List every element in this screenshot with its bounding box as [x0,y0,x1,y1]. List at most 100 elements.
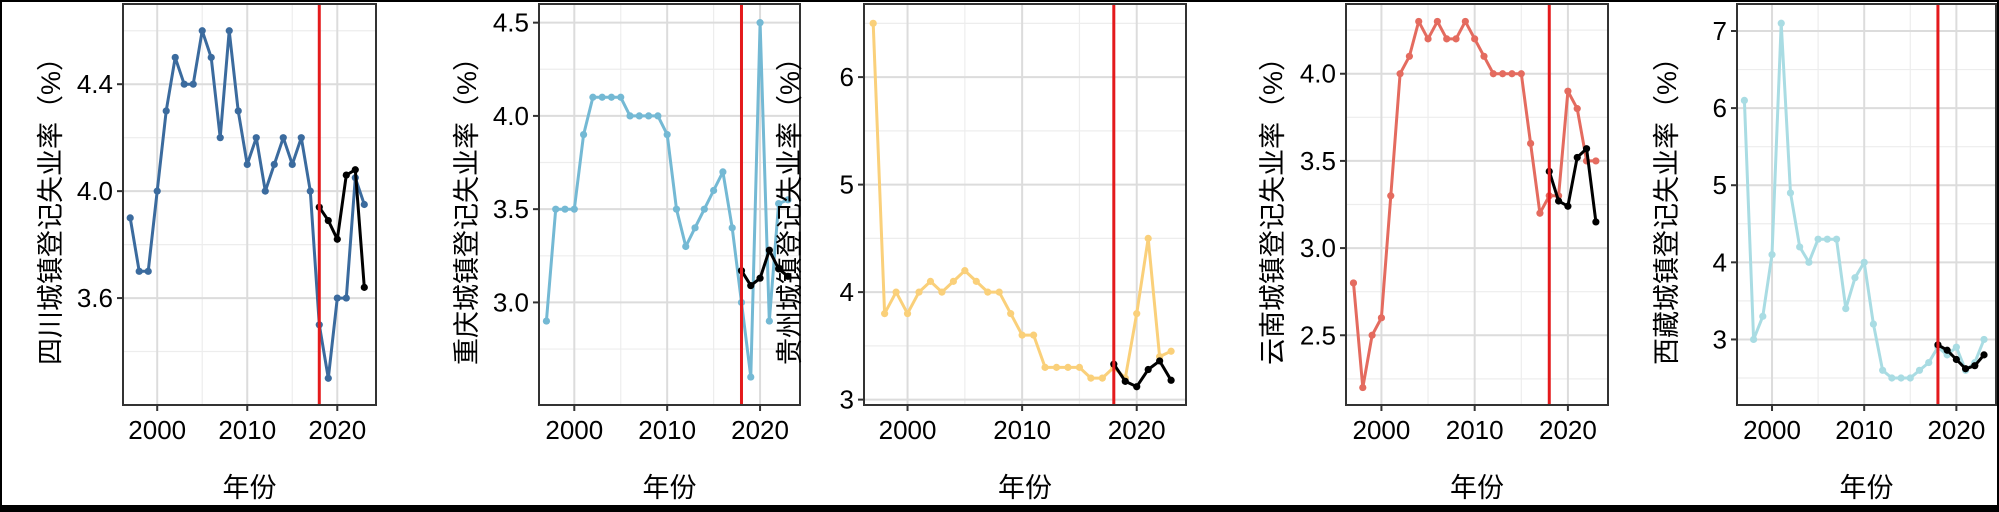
data-point-observed [306,187,314,195]
data-point-observed [719,168,727,176]
data-point-observed [579,130,588,139]
data-point-observed [180,80,188,88]
data-point-observed [252,134,260,142]
data-point-observed [279,134,287,142]
panel-2: 2000 2010 2020 3.0 3.5 4.0 4.5 年份 重庆城镇登记失业率（%） [452,3,801,503]
data-point-observed [1415,17,1423,26]
data-point-fitted [1167,376,1175,384]
panel-border [1736,3,1997,406]
x-tick-label: 2000 [545,415,603,445]
x-tick-label: 2000 [1743,415,1801,445]
data-point-observed [1144,234,1152,242]
data-point-observed [995,288,1003,296]
data-point-fitted [333,235,341,243]
data-point-fitted [1980,351,1988,359]
data-point-observed [691,224,699,232]
y-tick-label: 3.0 [1300,233,1336,263]
data-point-observed [1980,335,1988,344]
data-point-observed [270,160,278,168]
data-point-observed [1041,363,1049,371]
x-tick-label: 2010 [1446,415,1504,445]
data-point-observed [1499,70,1507,78]
data-point-observed [360,200,368,209]
data-point-fitted [1943,346,1951,354]
data-point-observed [1832,235,1841,243]
data-point-observed [1740,96,1748,104]
data-point-observed [1368,331,1376,339]
data-point-observed [961,267,969,275]
data-point-observed [915,288,923,296]
data-point-observed [1777,19,1785,27]
x-tick-label: 2010 [993,415,1051,445]
data-point-observed [162,107,170,115]
y-tick-label: 4 [840,277,854,307]
data-point-observed [892,288,900,296]
data-point-observed [1052,363,1061,371]
data-point-observed [342,294,350,302]
y-tick-label: 4.0 [1300,59,1336,89]
x-tick-label: 2000 [879,415,937,445]
y-tick-label: 3 [840,385,854,415]
data-point-observed [1018,331,1026,339]
panel-5: 2000 2010 2020 3 4 5 6 7 年份 西藏城镇登记失业率（%） [1652,3,1997,503]
data-point-observed [728,224,736,232]
data-point-observed [198,27,206,35]
data-point-observed [607,93,616,101]
data-point-observed [1888,374,1896,382]
data-point-observed [635,112,643,120]
x-tick-label: 2020 [1927,415,1985,445]
data-point-fitted [351,166,359,174]
data-point-observed [747,373,755,381]
data-point-fitted [1952,355,1960,364]
data-point-observed [324,374,332,382]
data-point-observed [552,205,560,213]
x-axis-title: 年份 [1450,473,1504,503]
data-point-observed [216,134,224,142]
data-point-observed [1906,374,1914,382]
data-point-observed [784,196,792,204]
y-axis-title: 云南城镇登记失业率（%） [1258,44,1288,365]
data-point-observed [542,317,551,325]
data-point-fitted [1971,362,1979,370]
panel-border [538,3,801,406]
data-point-observed [1897,374,1905,382]
data-point-observed [710,186,718,195]
y-axis-title: 四川城镇登记失业率（%） [36,44,66,365]
data-point-fitted [360,283,368,291]
data-point-observed [1167,347,1175,355]
data-point-observed [333,294,341,302]
data-point-observed [626,112,634,120]
data-point-observed [1796,243,1804,251]
data-point-observed [1952,343,1960,351]
data-point-observed [949,277,957,285]
data-point-observed [1915,366,1924,374]
data-point-observed [1768,251,1776,259]
data-point-observed [1536,209,1544,217]
y-tick-label: 3.0 [493,287,529,317]
data-point-observed [561,205,569,213]
data-point-observed [234,107,242,115]
x-tick-label: 2010 [218,415,276,445]
x-tick-label: 2020 [308,415,366,445]
panel-border [1345,3,1609,406]
data-point-observed [1007,310,1015,318]
series-line-fitted [1547,147,1598,223]
data-point-observed [645,112,653,120]
data-point-fitted [1961,365,1970,373]
data-point-observed [1075,363,1084,371]
data-point-observed [869,19,877,27]
y-tick-label: 4.5 [493,8,529,38]
data-point-observed [189,80,197,88]
data-point-observed [1860,258,1868,266]
data-point-fitted [1554,197,1563,205]
data-point-fitted [342,171,350,179]
data-point-observed [682,242,690,251]
data-point-observed [126,214,134,222]
data-point-observed [1517,70,1525,78]
y-tick-label: 4.4 [77,69,113,99]
data-point-fitted [765,246,773,254]
data-point-observed [1359,383,1367,392]
data-point-observed [1029,331,1038,339]
